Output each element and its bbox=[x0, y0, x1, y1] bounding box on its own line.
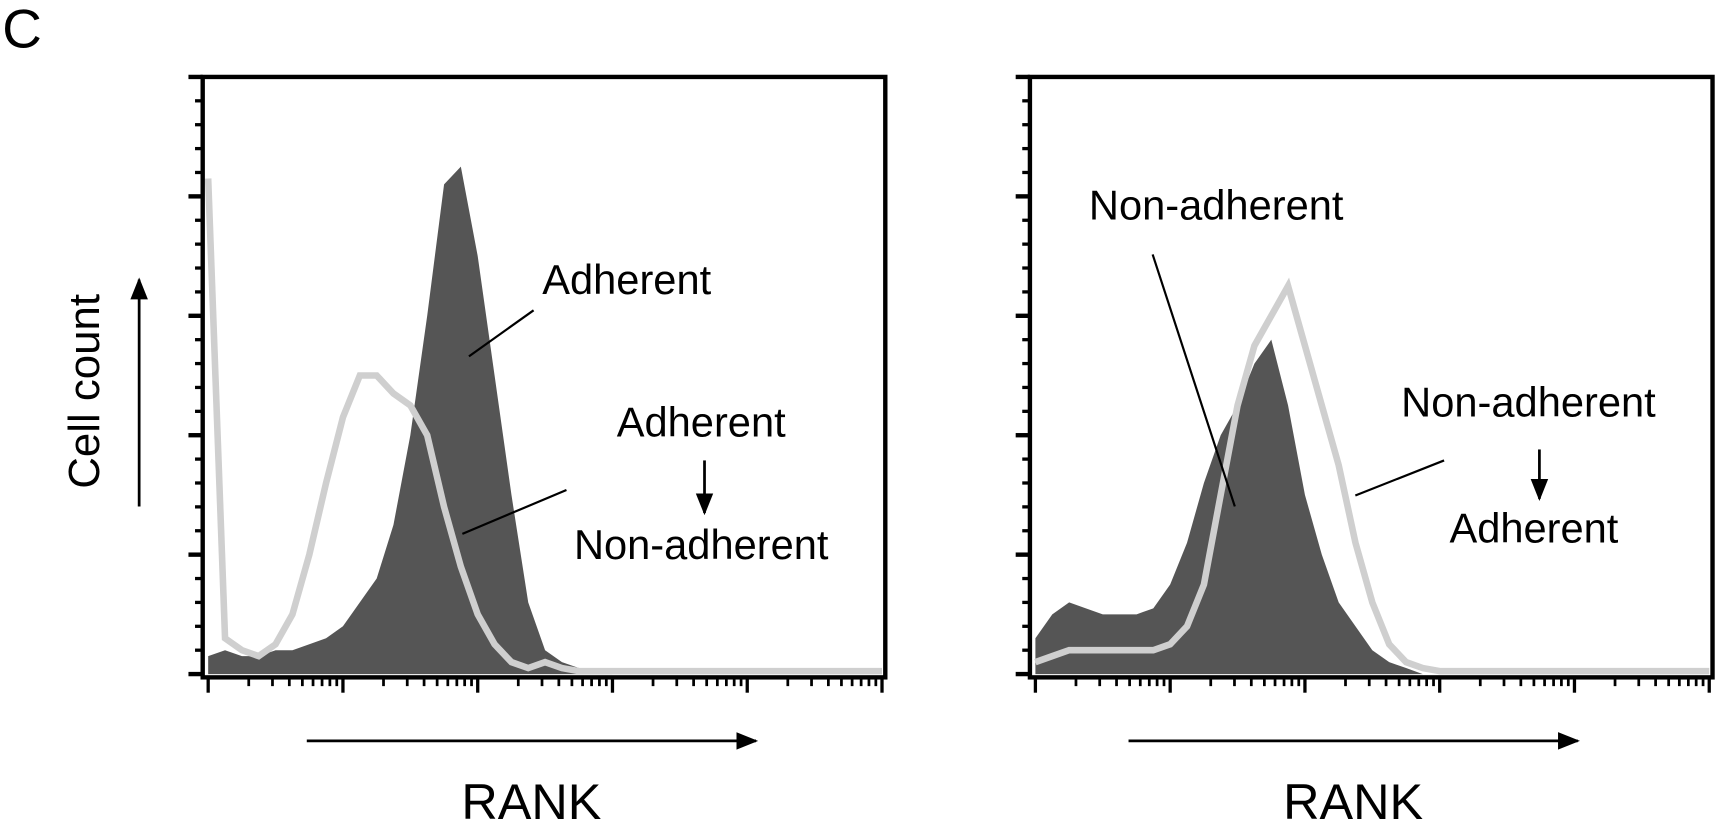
leader-line bbox=[1151, 254, 1236, 507]
histogram-line bbox=[1034, 277, 1710, 675]
x-axis-label: RANK bbox=[1283, 773, 1423, 830]
histogram-line bbox=[204, 178, 883, 675]
y-axis-label: Cell count bbox=[60, 294, 109, 489]
x-axis-label: RANK bbox=[461, 773, 601, 830]
panel-label: C bbox=[2, 0, 42, 60]
plot-frame bbox=[1027, 74, 1715, 680]
plot-frame bbox=[200, 74, 888, 680]
leader-line bbox=[1354, 459, 1445, 497]
annotation: Adherent bbox=[542, 256, 711, 303]
annotation: Adherent bbox=[617, 398, 786, 445]
leader-line bbox=[468, 309, 535, 358]
annotation: Non-adherent bbox=[574, 521, 829, 568]
leader-line bbox=[461, 488, 567, 535]
annotation: Adherent bbox=[1449, 505, 1618, 552]
annotation: Non-adherent bbox=[1089, 181, 1344, 228]
annotation: Non-adherent bbox=[1401, 379, 1656, 426]
